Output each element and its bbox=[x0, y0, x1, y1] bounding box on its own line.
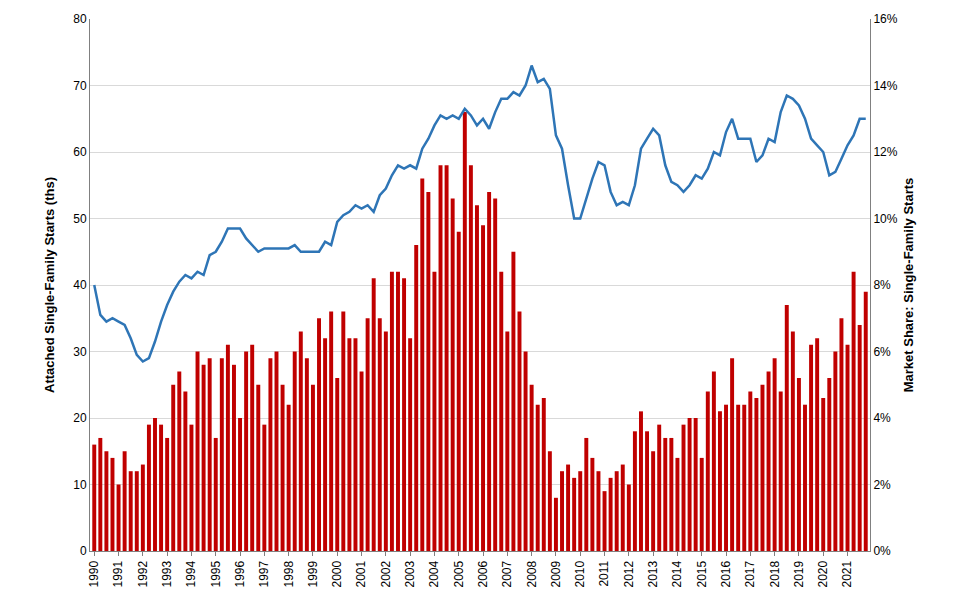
svg-text:20: 20 bbox=[73, 411, 87, 425]
svg-text:16%: 16% bbox=[873, 12, 897, 26]
svg-text:6%: 6% bbox=[873, 345, 891, 359]
svg-text:14%: 14% bbox=[873, 79, 897, 93]
svg-text:12%: 12% bbox=[873, 145, 897, 159]
svg-text:2003: 2003 bbox=[403, 560, 417, 587]
svg-text:0: 0 bbox=[80, 544, 87, 558]
svg-text:2%: 2% bbox=[873, 478, 891, 492]
svg-text:2000: 2000 bbox=[330, 560, 344, 587]
svg-text:80: 80 bbox=[73, 12, 87, 26]
svg-text:2012: 2012 bbox=[622, 560, 636, 587]
svg-text:Attached Single-Family Starts: Attached Single-Family Starts (ths) bbox=[42, 177, 57, 393]
svg-text:8%: 8% bbox=[873, 278, 891, 292]
svg-text:2014: 2014 bbox=[670, 560, 684, 587]
svg-text:1992: 1992 bbox=[136, 560, 150, 587]
svg-text:50: 50 bbox=[73, 212, 87, 226]
svg-text:10: 10 bbox=[73, 478, 87, 492]
svg-text:40: 40 bbox=[73, 278, 87, 292]
svg-text:2017: 2017 bbox=[743, 560, 757, 587]
svg-text:2011: 2011 bbox=[597, 560, 611, 586]
svg-text:2018: 2018 bbox=[768, 560, 782, 587]
svg-text:60: 60 bbox=[73, 145, 87, 159]
svg-text:10%: 10% bbox=[873, 212, 897, 226]
svg-text:1994: 1994 bbox=[184, 560, 198, 587]
svg-text:4%: 4% bbox=[873, 411, 891, 425]
svg-text:2020: 2020 bbox=[816, 560, 830, 587]
svg-text:2015: 2015 bbox=[695, 560, 709, 587]
svg-text:2019: 2019 bbox=[792, 560, 806, 587]
svg-text:0%: 0% bbox=[873, 544, 891, 558]
svg-text:70: 70 bbox=[73, 79, 87, 93]
svg-text:Market Share: Single-Family St: Market Share: Single-Family Starts bbox=[901, 178, 916, 393]
svg-text:2009: 2009 bbox=[549, 560, 563, 587]
svg-text:1999: 1999 bbox=[306, 560, 320, 587]
svg-text:2001: 2001 bbox=[354, 560, 368, 587]
svg-text:2004: 2004 bbox=[427, 560, 441, 587]
svg-text:2013: 2013 bbox=[646, 560, 660, 587]
svg-text:2021: 2021 bbox=[840, 560, 854, 587]
svg-text:2006: 2006 bbox=[476, 560, 490, 587]
svg-text:2010: 2010 bbox=[573, 560, 587, 587]
svg-text:1996: 1996 bbox=[233, 560, 247, 587]
svg-text:2008: 2008 bbox=[525, 560, 539, 587]
svg-text:30: 30 bbox=[73, 345, 87, 359]
svg-text:1993: 1993 bbox=[160, 560, 174, 587]
svg-text:1998: 1998 bbox=[282, 560, 296, 587]
svg-text:2016: 2016 bbox=[719, 560, 733, 587]
svg-text:1991: 1991 bbox=[111, 560, 125, 587]
svg-text:2007: 2007 bbox=[500, 560, 514, 587]
svg-text:1990: 1990 bbox=[87, 560, 101, 587]
svg-text:2005: 2005 bbox=[452, 560, 466, 587]
svg-text:2002: 2002 bbox=[379, 560, 393, 587]
svg-text:1997: 1997 bbox=[257, 560, 271, 587]
svg-text:1995: 1995 bbox=[209, 560, 223, 587]
